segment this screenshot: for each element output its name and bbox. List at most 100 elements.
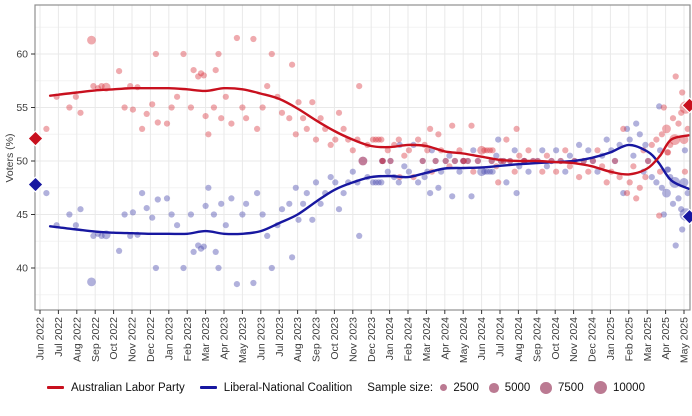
scatter-point-alp bbox=[626, 179, 633, 186]
x-tick-label: Jan 2023 bbox=[163, 317, 175, 360]
scatter-point-alp bbox=[212, 67, 219, 74]
scatter-point-lnp bbox=[215, 264, 222, 272]
scatter-point-lnp bbox=[228, 195, 235, 202]
scatter-point-lnp bbox=[152, 264, 159, 272]
sample-size-value: 2500 bbox=[453, 381, 479, 394]
scatter-point-alp bbox=[484, 147, 491, 154]
scatter-point-alp bbox=[460, 157, 467, 165]
x-tick-label: Aug 2024 bbox=[513, 317, 525, 362]
y-tick-label: 45 bbox=[16, 209, 28, 221]
scatter-point-alp bbox=[190, 67, 197, 74]
scatter-point-lnp bbox=[174, 222, 181, 229]
scatter-point-lnp bbox=[222, 222, 229, 229]
scatter-point-alp bbox=[77, 109, 84, 116]
scatter-point-alp bbox=[215, 50, 222, 58]
scatter-point-lnp bbox=[648, 174, 655, 181]
scatter-point-lnp bbox=[633, 120, 640, 127]
scatter-point-alp bbox=[442, 157, 449, 165]
x-tick-label: Jul 2022 bbox=[53, 317, 65, 357]
scatter-point-lnp bbox=[679, 226, 686, 233]
x-tick-label: Feb 2023 bbox=[182, 317, 194, 362]
scatter-point-alp bbox=[195, 73, 202, 80]
scatter-point-lnp bbox=[660, 211, 667, 218]
scatter-point-alp bbox=[222, 93, 229, 100]
scatter-point-alp bbox=[669, 115, 677, 122]
scatter-point-alp bbox=[90, 83, 97, 90]
scatter-point-lnp bbox=[626, 136, 633, 143]
scatter-point-lnp bbox=[446, 152, 453, 159]
scatter-point-alp bbox=[254, 125, 261, 132]
scatter-point-lnp bbox=[470, 147, 477, 154]
scatter-point-alp bbox=[645, 157, 652, 165]
scatter-point-lnp bbox=[379, 157, 386, 165]
scatter-point-alp bbox=[349, 147, 356, 154]
scatter-point-lnp bbox=[210, 211, 217, 218]
scatter-point-alp bbox=[289, 61, 296, 68]
x-tick-label: Nov 2023 bbox=[347, 317, 359, 362]
scatter-point-alp bbox=[295, 99, 302, 106]
scatter-point-alp bbox=[543, 152, 551, 159]
scatter-point-alp bbox=[405, 147, 412, 154]
scatter-point-alp bbox=[205, 131, 212, 138]
scatter-point-alp bbox=[432, 157, 439, 165]
x-tick-label: Sep 2024 bbox=[531, 317, 543, 362]
x-tick-label: Jul 2023 bbox=[274, 317, 286, 357]
scatter-point-lnp bbox=[264, 232, 271, 239]
scatter-point-alp bbox=[486, 147, 493, 154]
scatter-point-alp bbox=[503, 136, 510, 143]
scatter-point-alp bbox=[594, 147, 601, 154]
scatter-point-lnp bbox=[589, 157, 597, 165]
scatter-point-lnp bbox=[664, 166, 672, 173]
election-marker-alp-right bbox=[681, 97, 692, 114]
scatter-point-alp bbox=[656, 212, 663, 219]
scatter-point-alp bbox=[684, 125, 690, 132]
scatter-point-lnp bbox=[312, 179, 320, 186]
scatter-point-alp bbox=[401, 152, 408, 159]
panel-border bbox=[34, 4, 691, 311]
scatter-point-lnp bbox=[278, 206, 286, 213]
scatter-point-lnp bbox=[585, 147, 592, 154]
scatter-point-lnp bbox=[562, 168, 569, 175]
scatter-point-lnp bbox=[349, 168, 356, 175]
scatter-point-lnp bbox=[495, 136, 502, 143]
scatter-point-alp bbox=[152, 50, 159, 58]
scatter-point-lnp bbox=[672, 242, 679, 249]
scatter-point-alp bbox=[636, 184, 643, 191]
scatter-point-alp bbox=[210, 104, 217, 111]
scatter-point-alp bbox=[250, 35, 257, 43]
scatter-point-lnp bbox=[553, 147, 560, 154]
scatter-point-lnp bbox=[401, 163, 408, 170]
scatter-point-alp bbox=[495, 179, 502, 186]
scatter-point-alp bbox=[228, 120, 235, 127]
scatter-point-alp bbox=[116, 68, 123, 75]
scatter-point-alp bbox=[681, 168, 689, 175]
alp-line-swatch bbox=[47, 386, 64, 389]
scatter-point-lnp bbox=[543, 163, 551, 170]
scatter-point-alp bbox=[335, 109, 343, 116]
scatter-point-alp bbox=[387, 157, 394, 165]
scatter-point-lnp bbox=[415, 179, 422, 186]
y-axis-title: Voters (%) bbox=[4, 133, 16, 182]
scatter-point-alp bbox=[278, 109, 286, 116]
scatter-point-alp bbox=[243, 115, 250, 122]
scatter-point-alp bbox=[379, 157, 386, 165]
scatter-point-alp bbox=[259, 104, 266, 111]
scatter-point-lnp bbox=[77, 206, 84, 213]
sample-size-dot-icon bbox=[540, 381, 553, 394]
scatter-point-alp bbox=[449, 122, 456, 129]
scatter-point-alp bbox=[372, 136, 379, 143]
x-tick-label: May 2023 bbox=[237, 317, 249, 363]
scatter-point-lnp bbox=[675, 195, 682, 202]
x-tick-label: Apr 2025 bbox=[660, 317, 672, 360]
scatter-point-alp bbox=[309, 99, 316, 106]
scatter-point-alp bbox=[658, 131, 666, 138]
scatter-point-lnp bbox=[317, 200, 324, 207]
scatter-point-alp bbox=[664, 149, 671, 156]
scatter-point-lnp bbox=[212, 248, 219, 255]
x-tick-label: May 2025 bbox=[679, 317, 691, 363]
scatter-point-alp bbox=[623, 190, 631, 197]
x-tick-label: Mar 2023 bbox=[200, 317, 212, 362]
scatter-point-lnp bbox=[421, 174, 428, 181]
scatter-point-lnp bbox=[405, 168, 412, 175]
scatter-point-alp bbox=[121, 104, 128, 111]
